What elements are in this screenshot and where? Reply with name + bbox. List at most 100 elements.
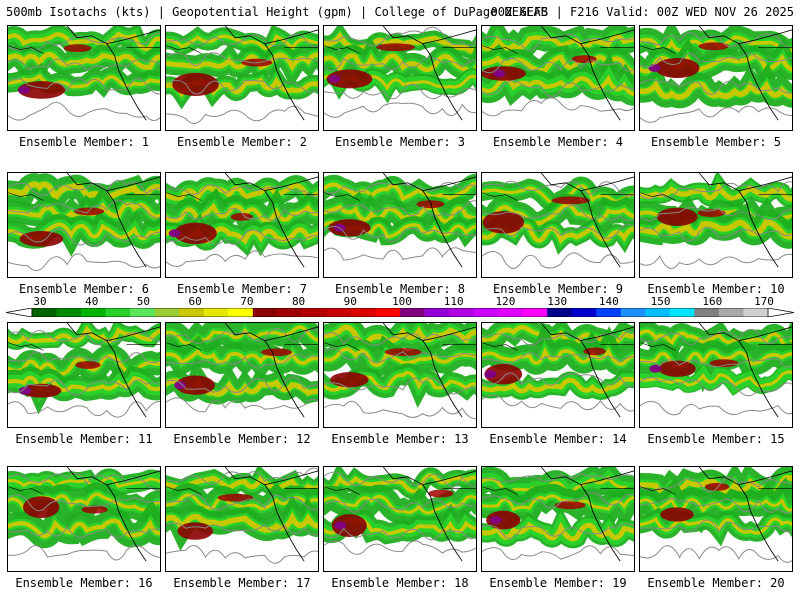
height-contours (166, 33, 318, 124)
ensemble-member-label: Ensemble Member: 10 (647, 282, 785, 296)
map-plot (166, 173, 318, 268)
colorbar-tick-label: 110 (443, 295, 464, 308)
colorbar-left-arrow (6, 308, 33, 317)
colorbar-swatch (130, 308, 155, 317)
map-plot (166, 467, 318, 564)
jet-stream-shading (482, 467, 634, 549)
colorbar-swatch (277, 308, 303, 317)
colorbar-swatch (326, 308, 352, 317)
coastlines (640, 173, 792, 268)
ensemble-member-label: Ensemble Member: 17 (173, 576, 311, 590)
height-contours (640, 181, 792, 269)
height-contours (8, 472, 160, 561)
ensemble-member-label: Ensemble Member: 2 (176, 135, 308, 149)
colorbar-swatch (203, 308, 229, 317)
ensemble-member-map (639, 172, 793, 278)
map-plot (482, 323, 634, 418)
colorbar-swatch (301, 308, 327, 317)
height-contours (324, 26, 476, 118)
coastlines (8, 323, 160, 418)
ensemble-member-label: Ensemble Member: 1 (18, 135, 150, 149)
coastlines (324, 173, 476, 268)
height-contours (8, 179, 160, 272)
height-contours (640, 476, 792, 563)
height-contours (324, 182, 476, 261)
coastlines (324, 467, 476, 562)
colorbar-right-arrow (767, 308, 794, 317)
colorbar-tick-label: 30 (33, 295, 47, 308)
ensemble-member-label: Ensemble Member: 18 (331, 576, 469, 590)
jet-stream-shading (8, 173, 160, 257)
colorbar-swatch (694, 308, 720, 317)
ensemble-member-map (639, 322, 793, 428)
ensemble-member-map (481, 466, 635, 572)
colorbar-swatch (228, 308, 254, 317)
height-contours (166, 467, 318, 564)
map-plot (324, 173, 476, 268)
ensemble-member-label: Ensemble Member: 13 (331, 432, 469, 446)
colorbar-tick-label: 50 (136, 295, 151, 308)
map-plot (8, 323, 160, 418)
jet-stream-shading (324, 26, 476, 104)
coastlines (166, 467, 318, 562)
jet-stream-shading (8, 26, 160, 99)
colorbar-swatch (547, 308, 573, 317)
jet-stream-shading (324, 467, 476, 545)
ensemble-member-label: Ensemble Member: 20 (647, 576, 785, 590)
coastlines (640, 467, 792, 562)
ensemble-member-label: Ensemble Member: 7 (176, 282, 308, 296)
colorbar-swatch (449, 308, 474, 317)
map-plot (324, 26, 476, 121)
ensemble-member-map (165, 322, 319, 428)
ensemble-member-map (323, 322, 477, 428)
map-plot (324, 323, 476, 420)
jet-stream-shading (482, 176, 634, 255)
colorbar-swatch (375, 308, 401, 317)
colorbar-tick-label: 150 (650, 295, 671, 308)
coastlines (482, 467, 634, 562)
jet-stream-shading (166, 26, 318, 110)
colorbar-swatch (596, 308, 622, 317)
map-plot (640, 467, 792, 563)
height-contours (482, 472, 634, 560)
ensemble-member-map (165, 25, 319, 131)
map-plot (482, 467, 634, 562)
jet-stream-shading (640, 173, 792, 249)
coastlines (640, 26, 792, 121)
colorbar-swatch (56, 308, 82, 317)
colorbar-swatch (620, 308, 646, 317)
colorbar-tick-label: 120 (495, 295, 516, 308)
ensemble-member-map (639, 25, 793, 131)
coastlines (482, 26, 634, 121)
ensemble-member-label: Ensemble Member: 14 (489, 432, 627, 446)
jet-stream-shading (324, 173, 476, 248)
map-plot (482, 26, 634, 121)
ensemble-member-label: Ensemble Member: 16 (15, 576, 153, 590)
map-plot (640, 26, 792, 123)
ensemble-member-map (7, 466, 161, 572)
jet-stream-shading (8, 323, 160, 415)
isotach-colorbar: 30 40 50 60 70 80 90 100 110 120 130 140 150 160 170 (6, 296, 794, 320)
colorbar-swatch (81, 308, 106, 317)
map-plot (8, 173, 160, 272)
jet-stream-shading (640, 323, 792, 396)
height-contours (324, 471, 476, 555)
ensemble-member-label: Ensemble Member: 8 (334, 282, 466, 296)
ensemble-member-map (323, 466, 477, 572)
coastlines (166, 173, 318, 268)
ensemble-member-map (7, 322, 161, 428)
ensemble-member-label: Ensemble Member: 4 (492, 135, 624, 149)
colorbar-swatch (498, 308, 523, 317)
ensemble-member-map (7, 172, 161, 278)
ensemble-member-map (481, 172, 635, 278)
ensemble-member-map (481, 25, 635, 131)
height-contours (640, 328, 792, 416)
jet-stream-shading (482, 26, 634, 107)
coastlines (482, 173, 634, 268)
ensemble-member-label: Ensemble Member: 15 (647, 432, 785, 446)
height-contours (640, 32, 792, 123)
map-plot (8, 26, 160, 122)
height-contours (166, 328, 318, 413)
jet-stream-shading (8, 468, 160, 549)
colorbar-swatch (350, 308, 376, 317)
